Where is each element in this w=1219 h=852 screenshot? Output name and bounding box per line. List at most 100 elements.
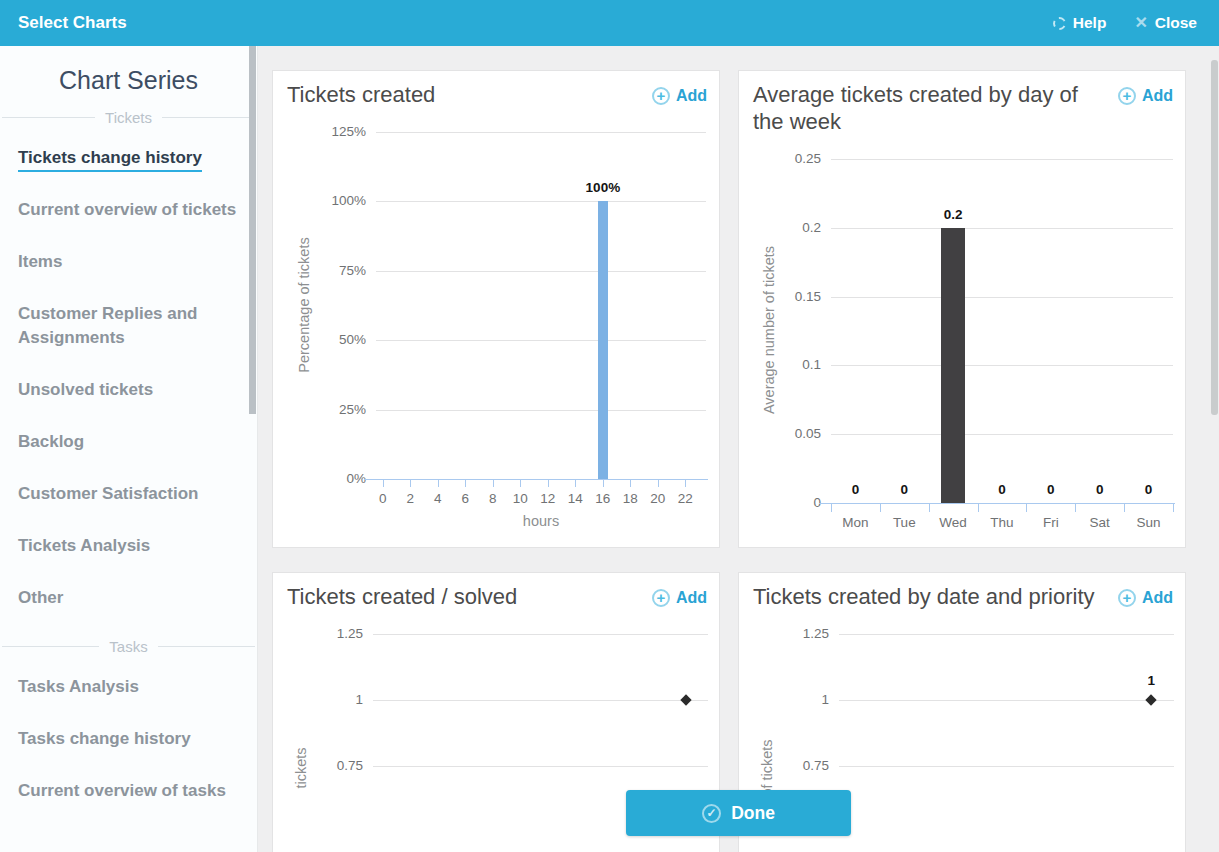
y-tick-label: 0% <box>318 471 366 486</box>
x-tick-label: 4 <box>423 491 453 506</box>
sidebar-scrollbar[interactable] <box>249 46 256 414</box>
x-axis-tick <box>410 480 411 487</box>
x-tick-label: 18 <box>615 491 645 506</box>
y-tick-label: 1 <box>781 692 829 707</box>
point-value-label: 1 <box>1121 673 1181 688</box>
sidebar-item-label: Customer Replies and Assignments <box>18 304 198 347</box>
x-tick-label: 8 <box>478 491 508 506</box>
sidebar-item[interactable]: Current overview of tasks <box>0 765 257 817</box>
sidebar-item[interactable]: Tickets change history <box>0 132 257 184</box>
x-tick-label: Sun <box>1124 515 1173 530</box>
add-chart-button[interactable]: +Add <box>652 87 707 105</box>
x-tick-label: Tue <box>880 515 929 530</box>
y-tick-label: 0.75 <box>315 758 363 773</box>
plus-glyph: + <box>1123 88 1132 103</box>
close-button[interactable]: ✕ Close <box>1134 14 1197 32</box>
x-tick-label: 14 <box>560 491 590 506</box>
dialog-header: Select Charts Help ✕ Close <box>0 0 1219 46</box>
add-chart-button[interactable]: +Add <box>1118 589 1173 607</box>
sidebar-item[interactable]: Current overview of tickets <box>0 184 257 236</box>
sidebar-item-label: Tasks change history <box>18 729 191 748</box>
sidebar-item-label: Tickets change history <box>18 148 202 172</box>
sidebar-item[interactable]: Backlog <box>0 416 257 468</box>
chart-card: Tickets created+Add125%100%75%50%25%0%02… <box>272 70 720 548</box>
sidebar-item[interactable]: Customer Satisfaction <box>0 468 257 520</box>
add-label: Add <box>676 589 707 607</box>
gridline <box>373 700 708 701</box>
x-tick-label: 16 <box>588 491 618 506</box>
plus-glyph: + <box>657 590 666 605</box>
add-chart-button[interactable]: + Add <box>1118 87 1173 105</box>
sidebar-item-label: Tickets Analysis <box>18 536 150 555</box>
sidebar-item-label: Current overview of tickets <box>18 200 236 219</box>
y-tick-label: 125% <box>318 124 366 139</box>
y-tick-label: 0.2 <box>773 220 821 235</box>
bar-value-label: 100% <box>573 180 633 195</box>
section-label: Tasks <box>109 638 147 655</box>
x-axis-tick <box>978 504 979 512</box>
sidebar-item[interactable]: Other <box>0 572 257 624</box>
data-point-marker <box>1146 694 1157 705</box>
x-tick-label: Wed <box>929 515 978 530</box>
x-axis-tick <box>1026 504 1027 512</box>
sidebar-item[interactable]: Items <box>0 236 257 288</box>
plus-glyph: + <box>1123 590 1132 605</box>
sidebar-item-label: Current overview of tasks <box>18 781 226 800</box>
sidebar-item-label: Unsolved tickets <box>18 380 153 399</box>
x-tick-label: Thu <box>978 515 1027 530</box>
add-chart-button[interactable]: + Add <box>652 589 707 607</box>
gridline <box>839 634 1174 635</box>
chart-title: Tickets created <box>287 81 435 108</box>
gridline <box>831 434 1173 435</box>
gridline <box>831 297 1173 298</box>
y-axis-title: Percentage of tickets <box>295 131 311 478</box>
gridline <box>376 132 706 133</box>
data-point-marker <box>680 694 691 705</box>
x-axis-tick <box>465 480 466 487</box>
x-axis-tick <box>493 480 494 487</box>
y-axis-title: Average number of tickets <box>761 158 777 502</box>
bar-value-label: 0 <box>874 482 934 497</box>
sidebar-item[interactable]: Unsolved tickets <box>0 364 257 416</box>
section-divider: Tickets <box>0 109 257 126</box>
y-tick-label: 0 <box>773 495 821 510</box>
done-button[interactable]: ✓ Done <box>626 790 851 836</box>
y-tick-label: 1 <box>315 692 363 707</box>
section-label: Tickets <box>105 109 152 126</box>
sidebar-item-label: Backlog <box>18 432 84 451</box>
x-axis-tick <box>831 504 832 512</box>
x-axis-line <box>364 479 708 480</box>
divider-line <box>2 117 95 118</box>
sidebar-item[interactable]: Tasks Analysis <box>0 661 257 713</box>
help-button[interactable]: Help <box>1053 14 1107 32</box>
gridline <box>831 228 1173 229</box>
x-axis-tick <box>1124 504 1125 512</box>
x-axis-tick <box>548 480 549 487</box>
gridline <box>831 365 1173 366</box>
x-tick-label: Sat <box>1075 515 1124 530</box>
sidebar-nav: Tickets Tickets change history Current ove… <box>0 109 257 817</box>
sidebar-item[interactable]: Tasks change history <box>0 713 257 765</box>
x-axis-tick <box>575 480 576 487</box>
gridline <box>373 634 708 635</box>
plus-circle-icon: + <box>652 87 670 105</box>
plus-circle-icon: + <box>652 589 670 607</box>
x-tick-label: Fri <box>1026 515 1075 530</box>
x-axis-tick <box>1075 504 1076 512</box>
sidebar-item[interactable]: Customer Replies and Assignments <box>0 288 257 364</box>
sidebar-item[interactable]: Tickets Analysis <box>0 520 257 572</box>
bar-value-label: 0 <box>1119 482 1179 497</box>
plus-circle-icon: + <box>1118 589 1136 607</box>
bar <box>598 201 608 479</box>
y-tick-label: 50% <box>318 332 366 347</box>
gridline <box>376 410 706 411</box>
x-axis-line <box>819 503 1175 504</box>
x-tick-label: 2 <box>395 491 425 506</box>
y-tick-label: 100% <box>318 193 366 208</box>
x-axis-tick <box>438 480 439 487</box>
done-label: Done <box>731 803 775 824</box>
gridline <box>373 766 708 767</box>
add-label: Add <box>1142 87 1173 105</box>
main-scrollbar[interactable] <box>1211 60 1218 415</box>
x-tick-label: 6 <box>450 491 480 506</box>
